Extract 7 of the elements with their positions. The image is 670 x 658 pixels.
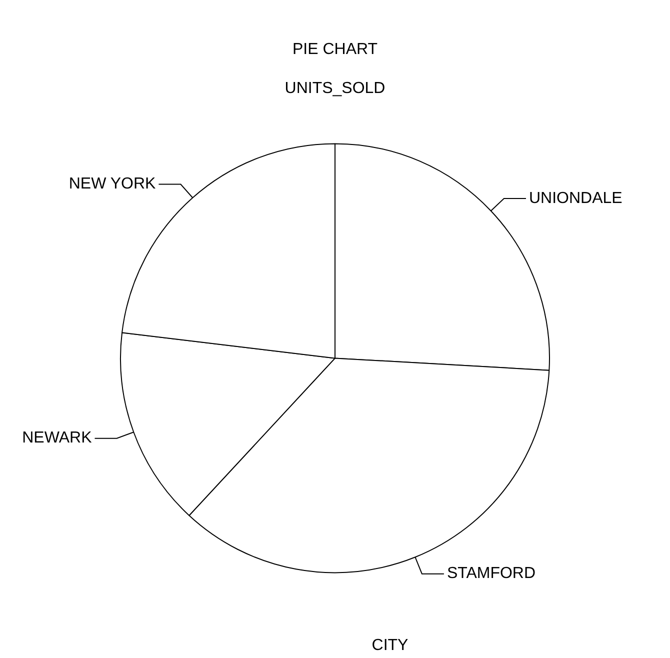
slice-label: UNIONDALE bbox=[528, 190, 622, 207]
text: CITY bbox=[372, 637, 409, 654]
chart-subtitle: UNITS_SOLD bbox=[284, 80, 386, 98]
chart-title: PIE CHART bbox=[292, 41, 378, 58]
slice-label: NEW YORK bbox=[68, 176, 156, 193]
slice-label: NEWARK bbox=[22, 430, 92, 447]
slice-label: STAMFORD bbox=[446, 565, 536, 582]
